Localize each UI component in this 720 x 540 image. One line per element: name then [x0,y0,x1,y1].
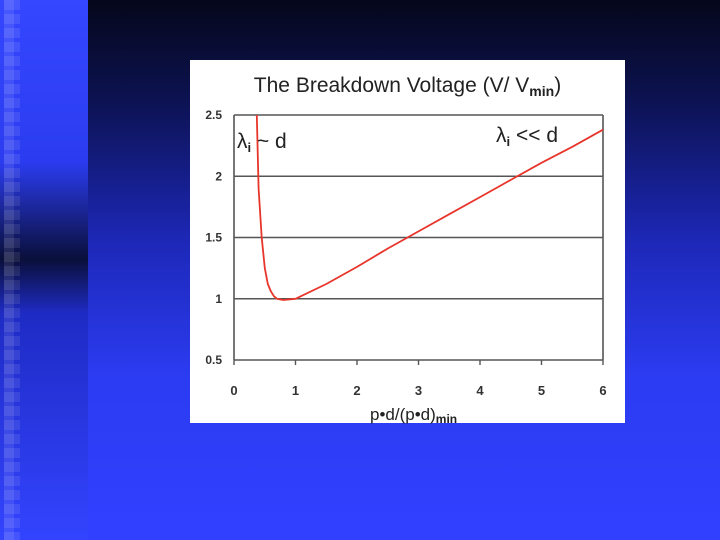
chart-title-close: ) [554,74,562,97]
chart-title-main: The Breakdown Voltage (V/ V [253,74,530,97]
x-tick-label: 5 [538,383,545,398]
chart-svg: 0.5 1 1.5 2 2.5 0 1 2 3 4 5 6 [205,108,606,398]
x-tick-label: 6 [599,383,606,398]
decorative-squares [4,0,20,540]
x-tick-label: 4 [476,383,484,398]
slide-left-band [0,0,88,540]
x-axis-label: p•d/(p•d)min [370,405,457,426]
chart-title-sub: min [529,83,555,99]
x-tick-label: 3 [415,383,422,398]
annotation-right-rest: << d [510,124,559,147]
annotation-right: λi << d [496,124,558,149]
x-tick-label: 0 [230,383,237,398]
x-tick-label: 2 [353,383,360,398]
annotation-left-rest: ~ d [251,130,287,153]
x-axis-label-sub: min [435,412,458,426]
annotation-left: λi ~ d [237,130,287,155]
chart-title: The Breakdown Voltage (V/ Vmin) [190,74,625,99]
annotation-right-sub: i [506,134,511,149]
y-tick-label: 0.5 [205,353,222,367]
x-axis-label-main: p•d/(p•d) [370,405,436,424]
annotation-left-symbol: λ [237,130,248,153]
annotation-left-sub: i [247,140,252,155]
y-tick-label: 1 [215,292,222,306]
y-tick-label: 2.5 [205,108,222,122]
series-line [255,114,604,301]
y-tick-label: 2 [215,169,222,183]
x-tick-label: 1 [292,383,299,398]
y-tick-label: 1.5 [205,231,222,245]
annotation-right-symbol: λ [496,124,507,147]
chart-figure: 0.5 1 1.5 2 2.5 0 1 2 3 4 5 6 The Breakdown Voltage… [190,60,625,426]
